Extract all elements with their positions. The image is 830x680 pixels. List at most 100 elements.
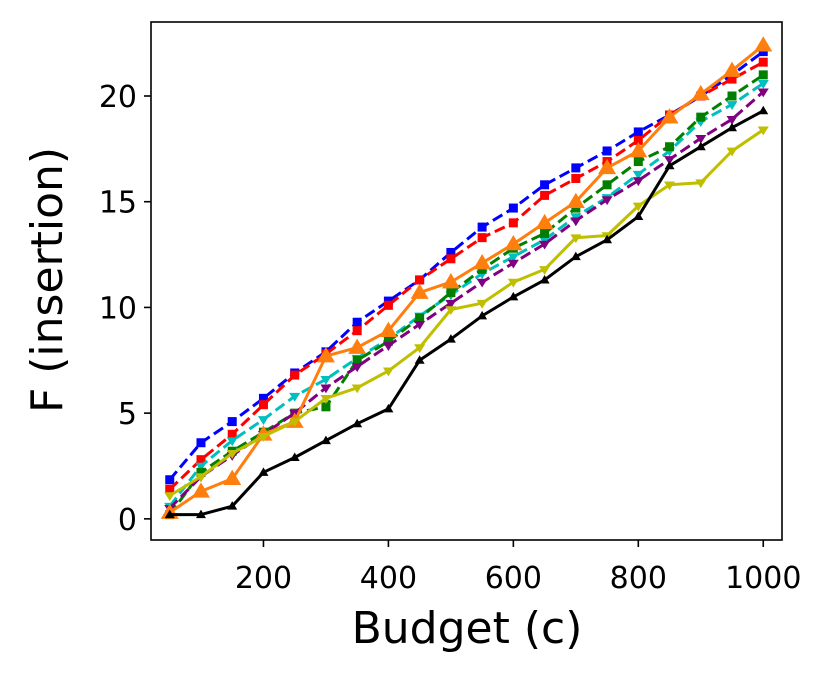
data-point: [445, 299, 457, 309]
data-point: [508, 291, 519, 301]
y-tick-label: 10: [99, 291, 137, 326]
series-line: [168, 128, 765, 497]
data-point: [223, 469, 242, 485]
data-point: [321, 402, 331, 412]
data-point: [227, 429, 237, 439]
data-point: [507, 253, 519, 263]
series-6: [160, 36, 773, 519]
data-point: [727, 122, 738, 132]
data-point: [757, 126, 769, 136]
data-point: [477, 233, 487, 243]
data-point: [383, 300, 393, 310]
data-point: [410, 283, 429, 299]
data-point: [664, 156, 676, 165]
data-point: [352, 418, 363, 428]
series-line: [169, 109, 765, 517]
data-point: [664, 160, 675, 170]
data-point: [664, 181, 676, 191]
data-point: [289, 418, 301, 428]
data-point: [757, 88, 769, 98]
x-tick-label: 600: [485, 561, 542, 596]
data-point: [727, 74, 737, 84]
data-point: [476, 278, 488, 288]
data-point: [598, 158, 617, 175]
data-point: [758, 105, 769, 115]
data-point: [477, 264, 487, 274]
data-point: [289, 392, 301, 402]
plot-frame: [150, 21, 783, 541]
data-point: [414, 355, 425, 364]
data-point: [258, 467, 269, 476]
data-point: [570, 251, 581, 261]
data-point: [383, 336, 393, 346]
data-point: [540, 228, 550, 238]
data-point: [602, 234, 613, 244]
data-point: [633, 127, 643, 137]
data-point: [632, 170, 644, 180]
data-point: [289, 452, 300, 462]
data-point: [539, 274, 550, 284]
data-point: [633, 157, 643, 167]
data-point: [539, 240, 551, 250]
data-point: [695, 179, 707, 189]
series-4: [165, 70, 768, 520]
y-tick-label: 0: [118, 503, 137, 538]
data-point: [691, 84, 710, 101]
series-5: [164, 88, 769, 514]
data-point: [602, 146, 612, 156]
data-point: [164, 509, 175, 519]
x-axis-title: Budget (c): [352, 603, 583, 654]
data-point: [195, 509, 206, 519]
data-point: [507, 278, 519, 288]
data-point: [504, 235, 523, 251]
data-point: [723, 61, 742, 77]
data-point: [726, 147, 738, 157]
data-point: [477, 310, 488, 320]
data-point: [660, 108, 679, 124]
data-point: [446, 288, 456, 298]
data-point: [446, 247, 456, 257]
data-point: [601, 196, 613, 206]
data-point: [570, 217, 582, 227]
y-tick-label: 20: [99, 80, 137, 115]
data-point: [257, 416, 269, 425]
data-point: [758, 70, 768, 80]
series-layer: [160, 36, 773, 520]
series-8: [164, 105, 769, 519]
data-point: [571, 203, 581, 213]
data-point: [351, 384, 363, 394]
data-point: [383, 403, 394, 413]
data-point: [352, 326, 362, 336]
data-point: [257, 433, 269, 442]
data-point: [633, 211, 644, 221]
data-point: [352, 355, 362, 365]
data-point: [602, 180, 612, 190]
data-point: [566, 192, 585, 209]
data-point: [476, 299, 488, 309]
data-point: [508, 218, 518, 228]
x-tick-label: 400: [360, 561, 417, 596]
data-point: [441, 273, 460, 289]
data-point: [320, 376, 332, 385]
data-point: [258, 400, 268, 410]
x-tick-label: 800: [610, 561, 667, 596]
data-point: [539, 266, 551, 275]
data-point: [352, 317, 362, 327]
data-point: [477, 222, 487, 232]
data-point: [633, 135, 643, 145]
data-point: [379, 321, 398, 337]
data-point: [351, 363, 363, 373]
data-point: [758, 47, 768, 57]
data-point: [414, 321, 426, 330]
data-point: [445, 306, 457, 316]
data-point: [446, 254, 456, 264]
data-point: [191, 482, 210, 498]
data-point: [415, 313, 425, 323]
data-point: [165, 484, 175, 494]
data-point: [726, 101, 738, 110]
x-tick-label: 200: [235, 561, 292, 596]
y-tick-label: 15: [99, 186, 137, 221]
data-point: [754, 36, 773, 52]
series-line: [168, 44, 765, 514]
